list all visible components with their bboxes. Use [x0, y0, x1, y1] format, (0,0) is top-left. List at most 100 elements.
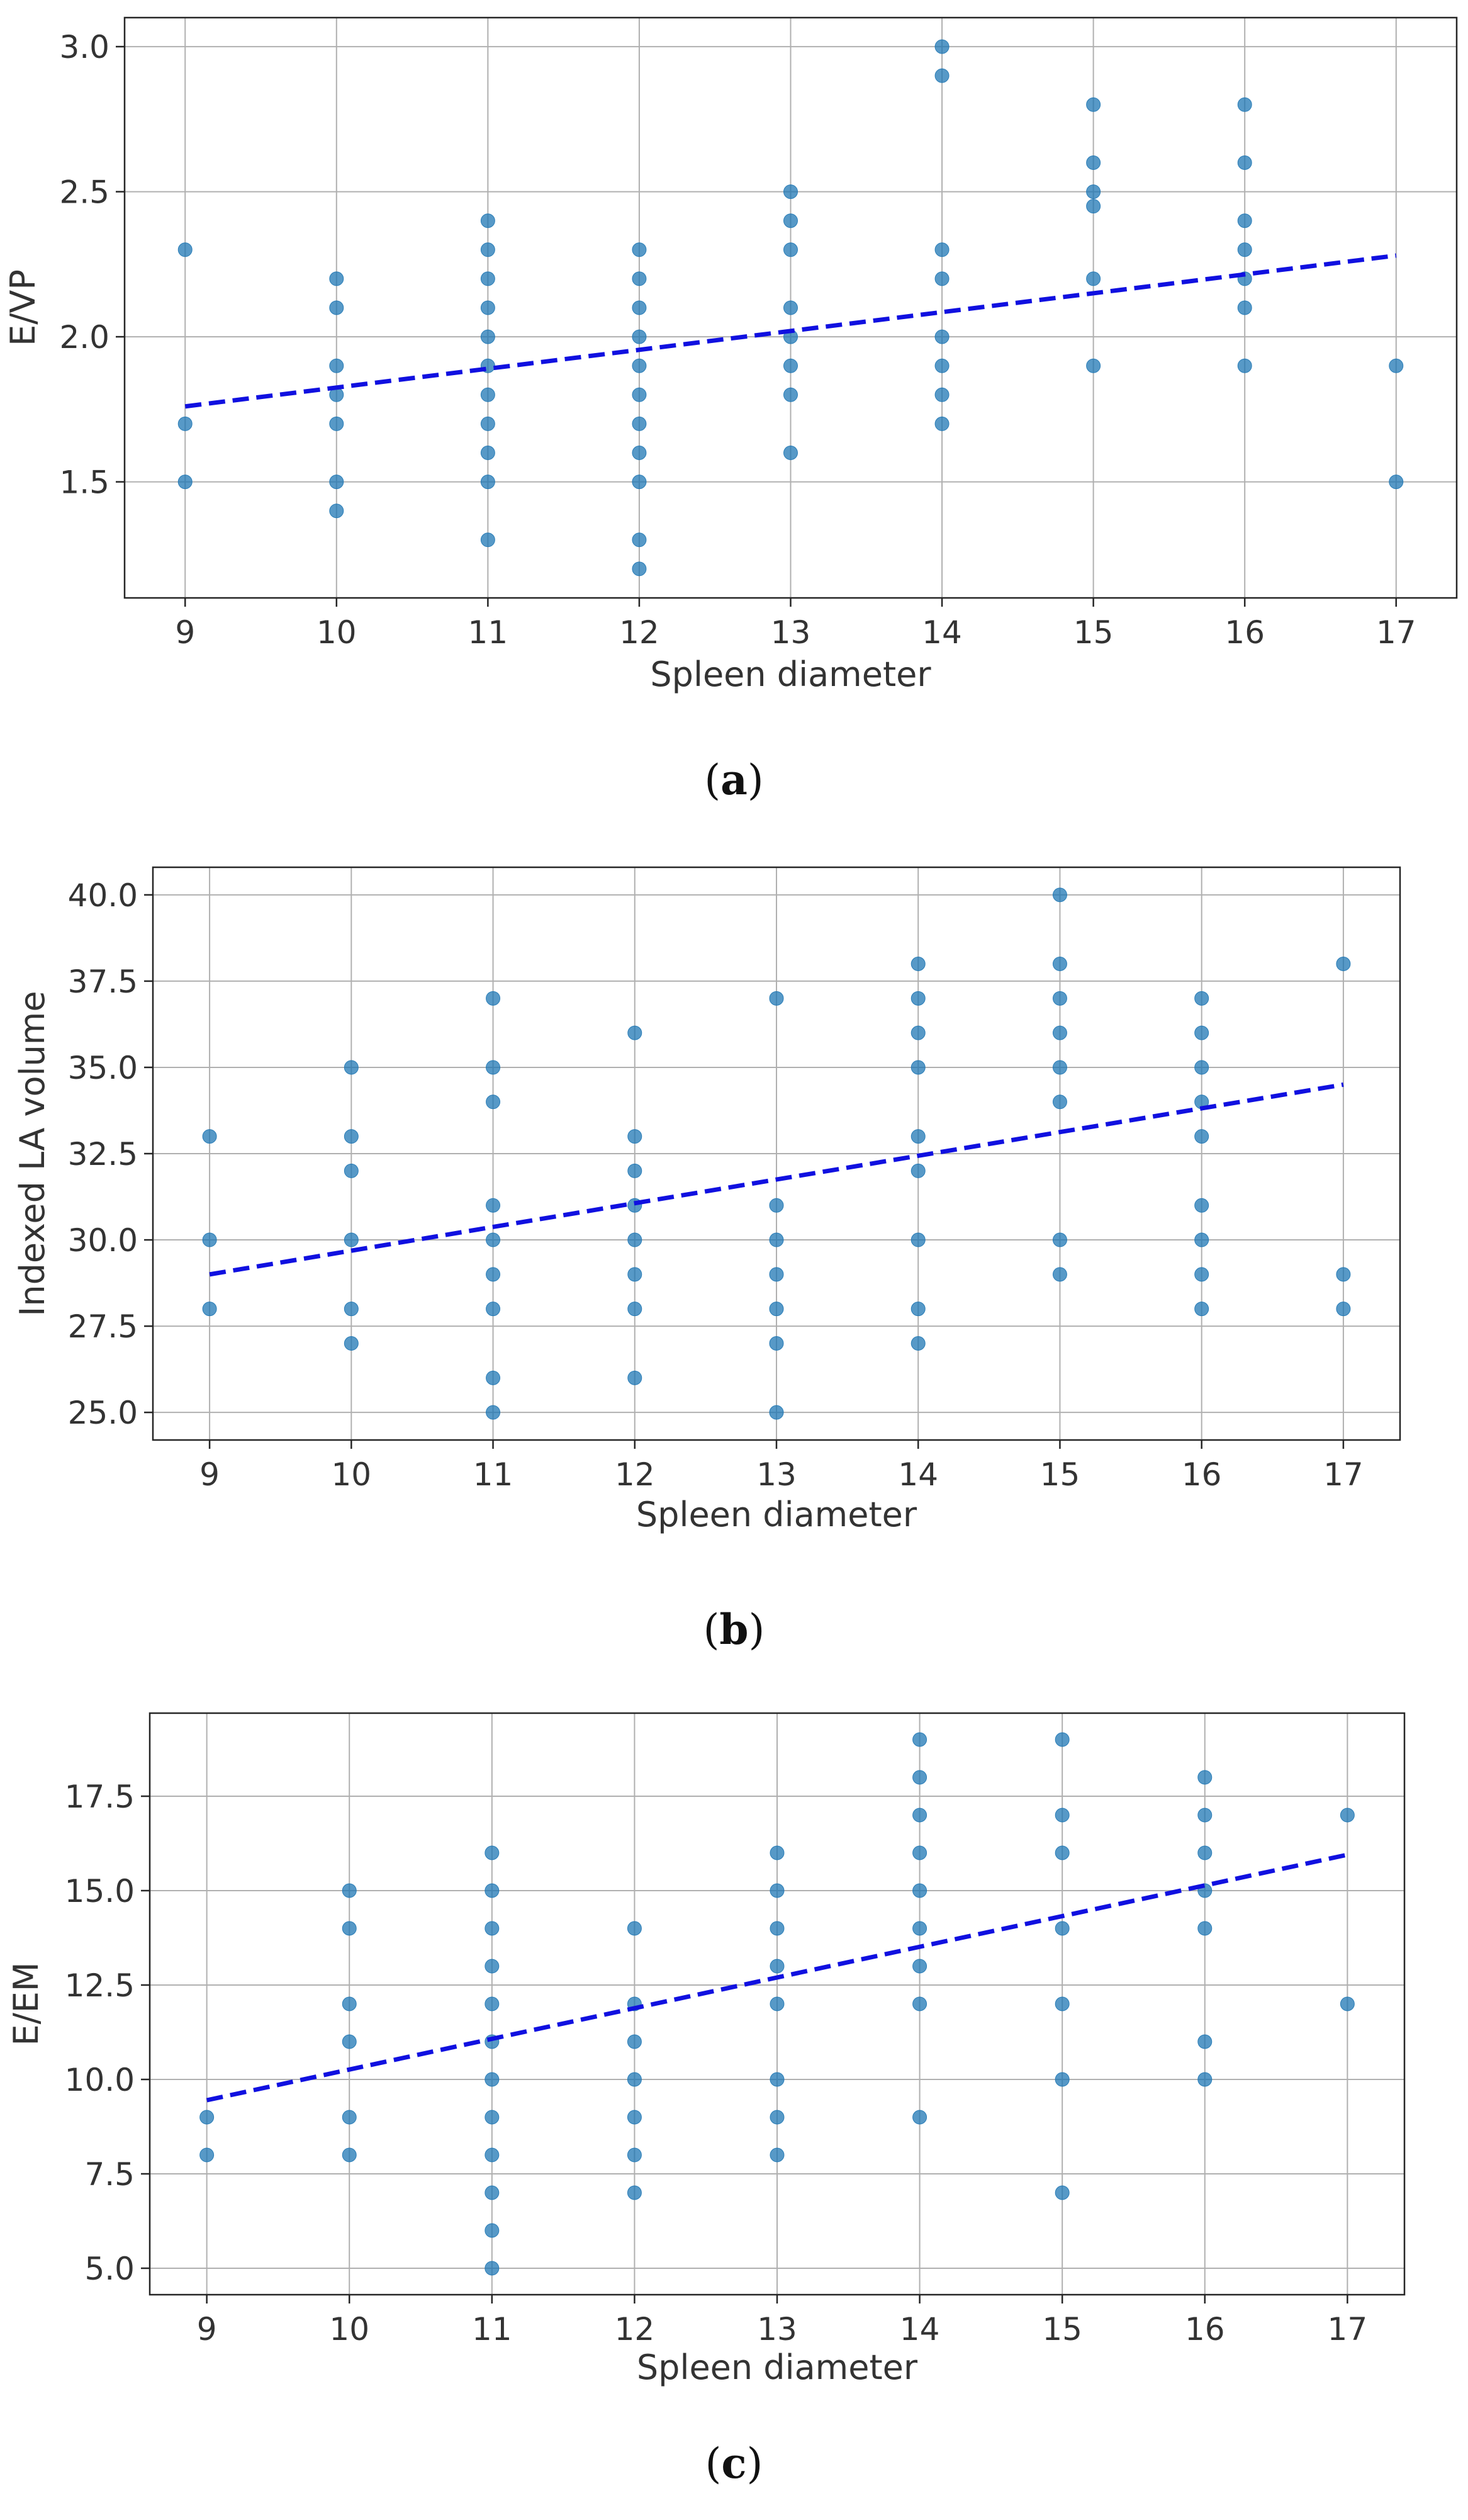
data-point: [342, 1996, 357, 2011]
data-point: [912, 2110, 927, 2125]
data-point: [1052, 1060, 1067, 1075]
y-tick-label: 40.0: [68, 877, 138, 914]
data-point: [1194, 1302, 1209, 1317]
data-point: [486, 1060, 501, 1075]
x-tick-label: 12: [615, 1456, 655, 1493]
caption-a-label: a: [720, 755, 748, 804]
x-tick-label: 11: [473, 1456, 513, 1493]
x-tick-label: 17: [1376, 614, 1416, 651]
data-point: [912, 1996, 927, 2011]
data-point: [912, 1732, 927, 1747]
data-point: [1086, 199, 1101, 214]
data-point: [1336, 1267, 1351, 1282]
y-tick-label: 10.0: [65, 2062, 135, 2098]
data-point: [1086, 358, 1101, 373]
data-point: [770, 2110, 785, 2125]
data-point: [485, 1996, 500, 2011]
data-point: [1052, 1094, 1067, 1110]
y-tick-label: 35.0: [68, 1050, 138, 1086]
data-point: [632, 242, 647, 257]
data-point: [344, 1232, 359, 1247]
data-point: [1340, 1808, 1355, 1823]
data-point: [910, 991, 926, 1006]
scatter-chart-c: 9 10 11 12 13 14 15 16 17 5.0 7.5 10.0 12.5 15.0 17.5 S…: [6, 1712, 1406, 2387]
y-axis-title: Indexed LA volume: [13, 991, 52, 1316]
data-point: [342, 2110, 357, 2125]
data-point: [934, 329, 950, 344]
data-point: [770, 1845, 785, 1860]
data-point: [1194, 1198, 1209, 1213]
data-point: [1237, 300, 1252, 315]
data-point: [910, 956, 926, 971]
data-point: [485, 2185, 500, 2200]
data-point: [912, 1883, 927, 1898]
x-axis-title: Spleen diameter: [637, 2348, 918, 2387]
data-point: [486, 1302, 501, 1317]
data-point: [770, 1883, 785, 1898]
data-point: [770, 1996, 785, 2011]
data-point: [632, 329, 647, 344]
data-point: [1086, 271, 1101, 286]
data-point: [627, 1267, 642, 1282]
data-point: [769, 1405, 784, 1420]
data-point: [912, 1808, 927, 1823]
data-point: [1197, 2072, 1213, 2087]
data-point: [912, 1845, 927, 1860]
data-point: [486, 1267, 501, 1282]
x-tick-label: 16: [1224, 614, 1265, 651]
data-point: [934, 271, 950, 286]
data-point: [344, 1163, 359, 1178]
data-point: [344, 1336, 359, 1351]
x-tick-label: 11: [468, 614, 508, 651]
data-point: [1052, 1232, 1067, 1247]
x-tick-label: 15: [1040, 1456, 1080, 1493]
data-point: [1237, 97, 1252, 112]
x-tick-label: 16: [1182, 1456, 1222, 1493]
x-tick-label: 10: [332, 1456, 372, 1493]
data-point: [480, 532, 495, 548]
y-tick-label: 12.5: [65, 1967, 135, 2004]
data-point: [480, 416, 495, 431]
data-point: [1055, 1808, 1070, 1823]
data-point: [783, 387, 798, 402]
x-axis-title: Spleen diameter: [650, 655, 931, 694]
data-point: [480, 242, 495, 257]
data-point: [480, 446, 495, 460]
caption-b-label: b: [719, 1605, 749, 1654]
data-point: [627, 2072, 642, 2087]
data-point: [485, 1883, 500, 1898]
x-tick-label: 16: [1185, 2311, 1225, 2348]
data-point: [769, 1232, 784, 1247]
data-point: [910, 1060, 926, 1075]
data-point: [480, 271, 495, 286]
data-point: [1197, 1808, 1213, 1823]
data-point: [1194, 991, 1209, 1006]
data-point: [1086, 97, 1101, 112]
data-point: [1197, 1845, 1213, 1860]
data-point: [770, 1921, 785, 1936]
data-point: [783, 358, 798, 373]
data-point: [199, 2147, 215, 2163]
data-point: [1086, 155, 1101, 170]
data-point: [480, 213, 495, 228]
data-point: [329, 416, 344, 431]
data-point: [934, 39, 950, 54]
data-point: [1389, 358, 1404, 373]
data-point: [1194, 1267, 1209, 1282]
caption-a: (a): [704, 755, 764, 804]
x-tick-label: 17: [1328, 2311, 1368, 2348]
data-point: [485, 1921, 500, 1936]
data-point: [910, 1302, 926, 1317]
x-tick-label: 17: [1323, 1456, 1364, 1493]
data-point: [342, 1921, 357, 1936]
data-point: [1197, 1770, 1213, 1785]
data-point: [177, 416, 193, 431]
y-tick-label: 32.5: [68, 1136, 138, 1173]
x-tick-label: 9: [197, 2311, 217, 2348]
data-point: [632, 446, 647, 460]
y-tick-label: 1.5: [59, 464, 109, 501]
data-point: [1055, 1732, 1070, 1747]
data-point: [1052, 1267, 1067, 1282]
chart-panel-c: 9 10 11 12 13 14 15 16 17 5.0 7.5 10.0 12.5 15.0 17.5 S…: [0, 1674, 1468, 2520]
data-point: [342, 2147, 357, 2163]
